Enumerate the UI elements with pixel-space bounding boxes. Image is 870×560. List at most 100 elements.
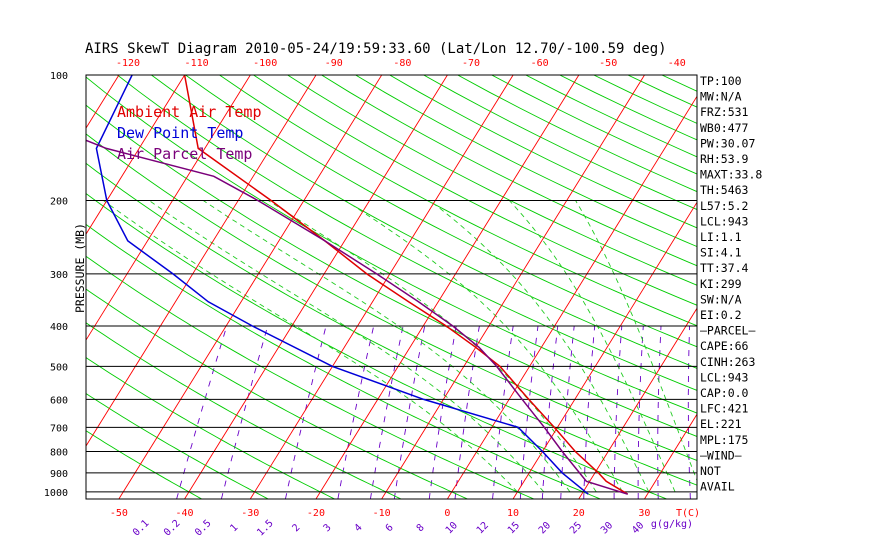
top-temperature-tick-label: -90 xyxy=(325,58,343,69)
mixing-ratio-tick-label: 15 xyxy=(506,520,522,536)
mixing-ratio-line xyxy=(541,325,559,499)
index-item: —WIND— xyxy=(700,448,742,462)
mixing-ratio-line xyxy=(637,325,644,499)
ambient-profile-line xyxy=(183,75,629,495)
mixing-ratio-tick-label: 12 xyxy=(475,520,491,536)
index-item: LCL:943 xyxy=(700,214,749,228)
plot-frame xyxy=(85,74,698,500)
mixing-ratio-tick-label: 4 xyxy=(353,522,365,534)
moist-adiabat-line xyxy=(344,200,623,493)
bottom-temperature-tick-label: 30 xyxy=(638,508,650,519)
moist-adiabat-line xyxy=(268,200,597,493)
dry-adiabat-line xyxy=(86,255,535,499)
index-item: CINH:263 xyxy=(700,355,755,369)
dewpoint-legend-entry: Dew Point Temp xyxy=(117,124,243,142)
pressure-tick-label: 700 xyxy=(50,423,68,434)
pressure-tick-label: 400 xyxy=(50,322,68,333)
dry-adiabat-line xyxy=(86,322,402,499)
mixing-ratio-line xyxy=(337,325,375,499)
isotherm-line xyxy=(644,413,697,499)
pressure-tick-label: 800 xyxy=(50,447,68,458)
dewpoint-profile-line xyxy=(95,75,589,495)
top-temperature-tick-label: -70 xyxy=(462,58,480,69)
mixing-ratio-line xyxy=(284,325,327,499)
isotherm-line xyxy=(249,75,514,499)
mixing-ratio-tick-label: 1.5 xyxy=(255,518,276,539)
index-item: MAXT:33.8 xyxy=(700,168,762,182)
y-axis-label: PRESSURE (MB) xyxy=(73,223,87,313)
isotherm-line xyxy=(86,75,251,341)
dry-adiabat-line xyxy=(86,223,601,499)
mixing-ratio-tick-label: 6 xyxy=(384,522,396,534)
legend: Ambient Air Temp Dew Point Temp Air Parcel… xyxy=(117,103,262,163)
index-item: —PARCEL— xyxy=(700,324,755,338)
mixing-ratio-tick-label: 0.2 xyxy=(162,518,183,539)
moist-adiabat-line xyxy=(575,200,697,482)
bottom-temperature-tick-label: -10 xyxy=(373,508,391,519)
index-item: NOT xyxy=(700,464,721,478)
mixing-ratio-line xyxy=(393,325,426,499)
dry-adiabat-line xyxy=(287,75,697,286)
moist-adiabat-line xyxy=(203,200,571,493)
bottom-temperature-tick-label: -50 xyxy=(110,508,128,519)
index-item: FRZ:531 xyxy=(700,105,749,119)
isotherm-line xyxy=(86,75,317,447)
index-item: MPL:175 xyxy=(700,433,748,447)
dry-adiabat-line xyxy=(525,75,697,158)
pressure-axis: 100 200 300 400 500 600 700 800 900 1000 xyxy=(44,71,68,499)
thermo-grid xyxy=(86,75,697,499)
bottom-temperature-tick-label: 20 xyxy=(573,508,585,519)
index-item: SW:N/A xyxy=(700,292,742,306)
dry-adiabat-line xyxy=(86,357,335,499)
mixing-ratio-labels: 0.1 0.2 0.5 1 1.5 2 3 4 6 8 10 12 15 20 25 30 40 g(g/kg) xyxy=(131,518,693,539)
mixing-ratio-line xyxy=(176,325,228,499)
top-temperature-tick-label: -120 xyxy=(116,58,140,69)
moist-adiabat-line xyxy=(148,200,545,493)
dry-adiabat-line xyxy=(457,75,697,193)
dry-adiabat-line xyxy=(151,75,697,369)
index-item: RH:53.9 xyxy=(700,152,749,166)
dry-adiabat-line xyxy=(321,75,697,267)
isotherm-line xyxy=(184,75,448,499)
moist-adiabat-line xyxy=(103,200,518,493)
index-item: CAPE:66 xyxy=(700,339,749,353)
top-temperature-tick-label: -110 xyxy=(185,58,209,69)
pressure-tick-label: 100 xyxy=(50,71,68,82)
chart-title: AIRS SkewT Diagram 2010-05-24/19:59:33.6… xyxy=(85,41,667,57)
index-item: EL:221 xyxy=(700,417,742,431)
dry-adiabat-line xyxy=(86,393,269,499)
mixing-ratio-line xyxy=(369,325,404,499)
index-item: SI:4.1 xyxy=(700,246,742,260)
mixing-ratio-tick-label: 30 xyxy=(599,520,615,536)
parcel-profile-line xyxy=(86,139,628,495)
index-item: LCL:943 xyxy=(700,370,749,384)
mixing-ratio-tick-label: 8 xyxy=(415,522,427,534)
isotherm-line xyxy=(86,75,186,235)
dry-adiabat-line xyxy=(86,133,697,461)
isotherm-line xyxy=(118,75,383,499)
dry-adiabat-line xyxy=(86,104,697,437)
parcel-legend-entry: Air Parcel Temp xyxy=(117,145,252,163)
pressure-tick-label: 900 xyxy=(50,469,68,480)
mixing-ratio-tick-label: 3 xyxy=(322,522,334,534)
dry-adiabat-line xyxy=(389,75,697,229)
index-item: LI:1.1 xyxy=(700,230,742,244)
mixing-ratio-tick-label: 2 xyxy=(291,522,303,534)
bottom-temperature-tick-label: -40 xyxy=(176,508,194,519)
isotherm-line xyxy=(512,201,697,499)
index-item: AVAIL xyxy=(700,480,735,494)
bottom-temperature-tick-label: -30 xyxy=(241,508,259,519)
index-item: MW:N/A xyxy=(700,90,742,104)
dry-adiabat-line xyxy=(86,193,668,499)
dry-adiabat-line xyxy=(423,75,697,211)
index-item: LFC:421 xyxy=(700,402,749,416)
mixing-ratio-line xyxy=(220,325,269,499)
temperature-unit-label: T(C) xyxy=(676,508,700,519)
mixing-ratio-line xyxy=(519,325,539,499)
mixing-ratio-tick-label: 10 xyxy=(444,520,460,536)
mixing-ratio-tick-label: 40 xyxy=(630,520,646,536)
mixing-ratio-unit-label: g(g/kg) xyxy=(651,519,693,530)
top-temperature-tick-label: -50 xyxy=(599,58,617,69)
